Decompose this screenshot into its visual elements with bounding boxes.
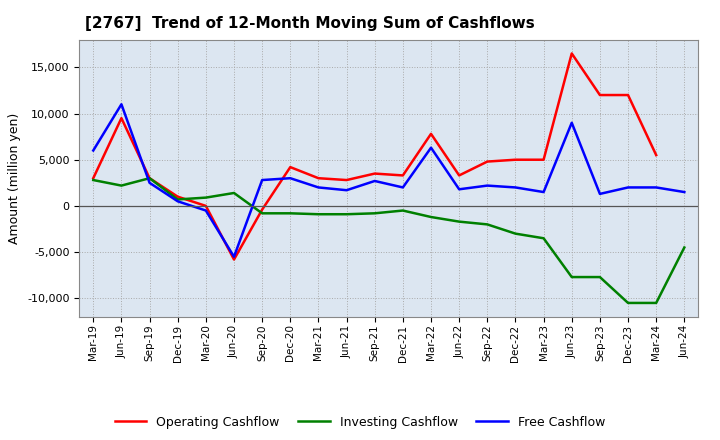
Free Cashflow (286, 176, 294, 181)
Investing Cashflow (680, 245, 688, 250)
Free Cashflow (89, 148, 98, 153)
Operating Cashflow (652, 152, 660, 158)
Operating Cashflow (539, 157, 548, 162)
Operating Cashflow (483, 159, 492, 164)
Investing Cashflow (539, 235, 548, 241)
Free Cashflow (342, 187, 351, 193)
Investing Cashflow (202, 195, 210, 200)
Operating Cashflow (286, 165, 294, 170)
Investing Cashflow (483, 222, 492, 227)
Free Cashflow (511, 185, 520, 190)
Investing Cashflow (399, 208, 408, 213)
Investing Cashflow (455, 219, 464, 224)
Free Cashflow (117, 102, 126, 107)
Free Cashflow (483, 183, 492, 188)
Operating Cashflow (258, 207, 266, 212)
Investing Cashflow (652, 300, 660, 305)
Operating Cashflow (370, 171, 379, 176)
Operating Cashflow (89, 176, 98, 181)
Investing Cashflow (117, 183, 126, 188)
Investing Cashflow (511, 231, 520, 236)
Free Cashflow (595, 191, 604, 197)
Free Cashflow (455, 187, 464, 192)
Operating Cashflow (567, 51, 576, 56)
Investing Cashflow (567, 275, 576, 280)
Operating Cashflow (230, 257, 238, 262)
Operating Cashflow (624, 92, 632, 98)
Investing Cashflow (174, 197, 182, 202)
Investing Cashflow (89, 177, 98, 183)
Free Cashflow (314, 185, 323, 190)
Operating Cashflow (314, 176, 323, 181)
Operating Cashflow (117, 115, 126, 121)
Operating Cashflow (145, 176, 154, 181)
Free Cashflow (680, 189, 688, 194)
Operating Cashflow (342, 177, 351, 183)
Free Cashflow (399, 185, 408, 190)
Free Cashflow (652, 185, 660, 190)
Operating Cashflow (455, 173, 464, 178)
Text: [2767]  Trend of 12-Month Moving Sum of Cashflows: [2767] Trend of 12-Month Moving Sum of C… (86, 16, 535, 32)
Investing Cashflow (427, 214, 436, 220)
Free Cashflow (258, 177, 266, 183)
Investing Cashflow (342, 212, 351, 217)
Free Cashflow (202, 208, 210, 213)
Investing Cashflow (314, 212, 323, 217)
Free Cashflow (174, 198, 182, 204)
Free Cashflow (567, 120, 576, 125)
Y-axis label: Amount (million yen): Amount (million yen) (9, 113, 22, 244)
Free Cashflow (427, 145, 436, 150)
Operating Cashflow (595, 92, 604, 98)
Free Cashflow (539, 189, 548, 194)
Investing Cashflow (230, 191, 238, 196)
Operating Cashflow (399, 173, 408, 178)
Operating Cashflow (511, 157, 520, 162)
Investing Cashflow (595, 275, 604, 280)
Investing Cashflow (370, 211, 379, 216)
Free Cashflow (230, 254, 238, 259)
Operating Cashflow (427, 131, 436, 136)
Operating Cashflow (202, 203, 210, 209)
Investing Cashflow (286, 211, 294, 216)
Investing Cashflow (258, 211, 266, 216)
Line: Investing Cashflow: Investing Cashflow (94, 178, 684, 303)
Legend: Operating Cashflow, Investing Cashflow, Free Cashflow: Operating Cashflow, Investing Cashflow, … (110, 411, 610, 434)
Free Cashflow (145, 180, 154, 185)
Line: Free Cashflow: Free Cashflow (94, 104, 684, 257)
Operating Cashflow (174, 194, 182, 199)
Line: Operating Cashflow: Operating Cashflow (94, 53, 656, 260)
Investing Cashflow (624, 300, 632, 305)
Investing Cashflow (145, 176, 154, 181)
Free Cashflow (624, 185, 632, 190)
Free Cashflow (370, 178, 379, 183)
